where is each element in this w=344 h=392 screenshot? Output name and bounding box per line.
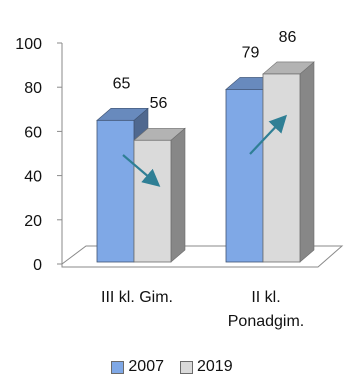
legend-swatch-2019 bbox=[180, 360, 193, 374]
data-label: 86 bbox=[279, 29, 297, 46]
legend-swatch-2007 bbox=[111, 360, 125, 374]
bar-side bbox=[299, 61, 315, 263]
data-label: 79 bbox=[242, 44, 260, 61]
x-tick-label-line: III kl. Gim. bbox=[101, 289, 173, 306]
legend: 2007 2019 bbox=[0, 356, 344, 378]
data-label: 65 bbox=[113, 75, 131, 92]
y-tick-label: 60 bbox=[24, 124, 42, 141]
bars-layer bbox=[96, 61, 315, 263]
x-tick-label-line: II kl. bbox=[251, 289, 280, 306]
x-tick-label: II kl. Ponadgim. bbox=[228, 289, 305, 330]
bar bbox=[133, 139, 172, 263]
y-tick-label: 40 bbox=[24, 169, 42, 186]
legend-item-2019: 2019 bbox=[180, 358, 233, 376]
data-label: 56 bbox=[150, 95, 168, 112]
legend-label-2019: 2019 bbox=[197, 358, 233, 375]
y-tick-label: 100 bbox=[15, 36, 42, 53]
bar bbox=[262, 73, 301, 263]
bar-side bbox=[170, 127, 186, 263]
labels-layer: 65 56 79 86 III kl. Gim. II kl. Ponadgim. bbox=[101, 29, 304, 330]
trend-arrow-up bbox=[249, 114, 288, 155]
bar bbox=[225, 89, 264, 263]
y-tick-label: 20 bbox=[24, 213, 42, 230]
legend-label-2007: 2007 bbox=[128, 358, 164, 375]
y-tick-label: 0 bbox=[33, 257, 42, 274]
bar bbox=[96, 119, 135, 263]
x-tick-label: III kl. Gim. bbox=[101, 289, 173, 306]
arrows-layer bbox=[122, 114, 288, 187]
trend-arrow-down bbox=[122, 154, 161, 187]
x-tick-label-line: Ponadgim. bbox=[228, 313, 305, 330]
legend-item-2007: 2007 bbox=[111, 358, 164, 376]
y-tick-label: 80 bbox=[24, 80, 42, 97]
